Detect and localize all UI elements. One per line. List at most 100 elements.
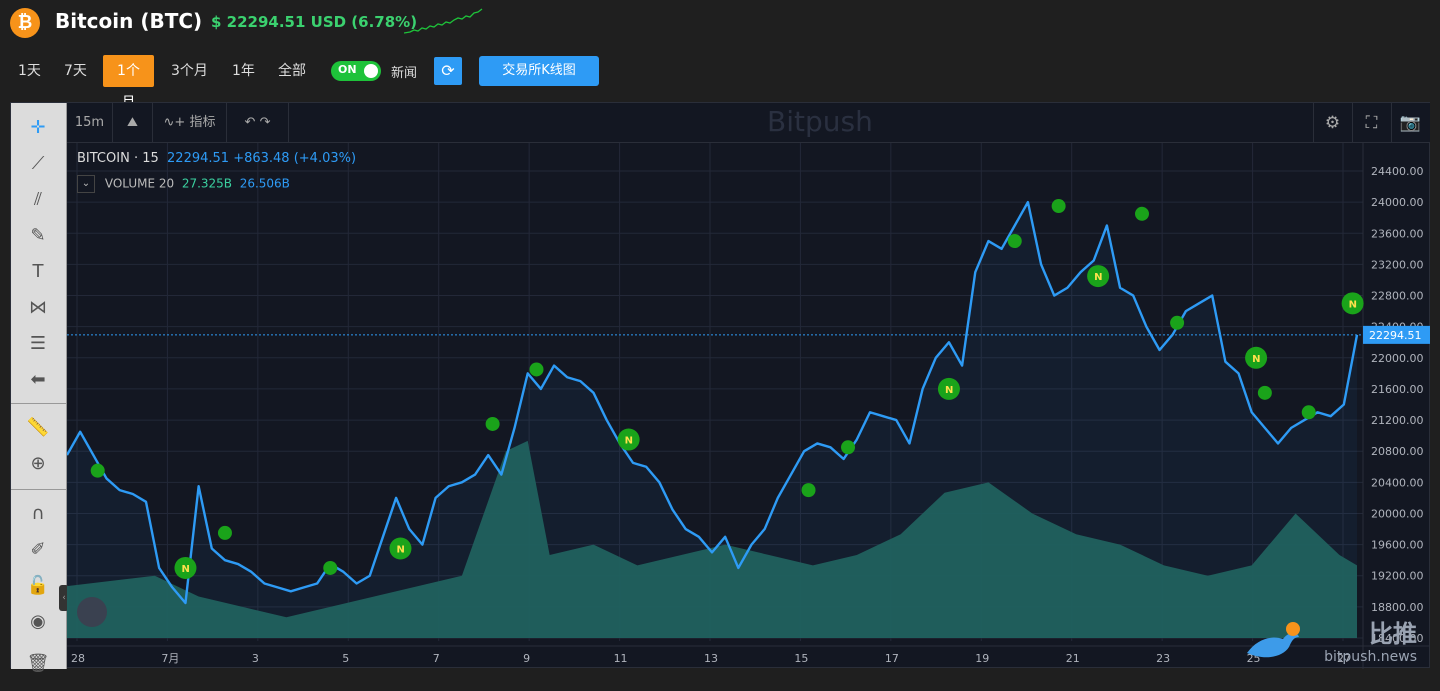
- news-marker: [1341, 292, 1364, 315]
- news-marker: [801, 483, 816, 498]
- refresh-icon: ⟳: [441, 61, 455, 80]
- x-tick-label: 9: [523, 652, 530, 665]
- chart-top-toolbar: 15m ⛰ ∿+ 指标 ↶ ↷ Bitpush ⚙ ⛶ 📷: [67, 103, 1430, 143]
- y-tick-label: 19200.00: [1371, 570, 1424, 583]
- news-marker: [1135, 206, 1149, 221]
- price-area-fill: [67, 202, 1357, 638]
- x-tick-label: 5: [342, 652, 349, 665]
- coin-header: ₿ Bitcoin (BTC) $ 22294.51 USD (6.78%): [0, 0, 1440, 46]
- x-tick-label: 7: [433, 652, 440, 665]
- pattern-icon[interactable]: ⋈: [29, 297, 47, 318]
- brand-mark: 比推 bitpush.news: [1324, 614, 1417, 665]
- x-tick-label: 13: [704, 652, 718, 665]
- news-marker: [217, 525, 232, 540]
- y-tick-label: 24000.00: [1371, 196, 1424, 209]
- y-tick-label: 20400.00: [1371, 476, 1424, 489]
- zoom-in-icon[interactable]: ⊕: [30, 453, 46, 474]
- x-tick-label: 19: [975, 652, 989, 665]
- magnet-icon[interactable]: ∩: [31, 503, 45, 524]
- parallel-channel-icon[interactable]: ⫽: [33, 189, 43, 210]
- undo-redo-group[interactable]: ↶ ↷: [227, 103, 289, 143]
- range-1y-button[interactable]: 1年: [232, 63, 255, 79]
- range-bar: 1天 7天 1个月 3个月 1年 全部 ON 新闻 ⟳ 交易所K线图: [0, 52, 1440, 111]
- news-marker: [1170, 315, 1185, 330]
- brand-en: bitpush.news: [1324, 649, 1417, 665]
- y-tick-label: 20000.00: [1371, 507, 1424, 520]
- news-marker-label: N: [181, 564, 189, 575]
- volume-area: [67, 440, 1357, 638]
- exchange-kline-button[interactable]: 交易所K线图: [479, 56, 599, 86]
- tool-divider: [11, 489, 67, 490]
- toggle-knob: [364, 64, 378, 78]
- x-tick-label: 15: [794, 652, 808, 665]
- collapse-toolbar-button[interactable]: ‹: [59, 585, 69, 611]
- chart-widget: ✛ ⟋ ⫽ ✎ T ⋈ ☰ ⬅ 📏 ⊕ ∩ ✐ 🔓 ◉ 🗑 ‹ 15m ⛰ ∿+…: [10, 102, 1430, 674]
- arrow-left-icon[interactable]: ⬅: [30, 369, 46, 390]
- tool-divider: [11, 403, 67, 404]
- x-tick-label: 28: [71, 652, 85, 665]
- news-marker: [617, 428, 640, 451]
- tradingview-logo-icon[interactable]: [77, 597, 107, 627]
- eye-icon[interactable]: ◉: [30, 611, 46, 632]
- bitcoin-logo-icon: ₿: [10, 8, 40, 38]
- fib-icon[interactable]: ☰: [29, 333, 47, 354]
- chart-type-icon[interactable]: ⛰: [113, 103, 153, 143]
- bitpush-watermark: Bitpush: [767, 105, 873, 138]
- fullscreen-icon[interactable]: ⛶: [1352, 103, 1390, 143]
- news-toggle[interactable]: ON: [331, 61, 381, 81]
- redo-icon[interactable]: ↷: [259, 115, 271, 130]
- news-marker: [1051, 199, 1066, 214]
- legend-price: 22294.51: [167, 151, 230, 166]
- indicators-label: 指标: [189, 115, 216, 130]
- range-7d-button[interactable]: 7天: [64, 63, 87, 79]
- news-marker-label: N: [625, 436, 633, 447]
- price-line: [67, 200, 1359, 605]
- brush-icon[interactable]: ✎: [30, 225, 46, 246]
- x-tick-label: 21: [1066, 652, 1080, 665]
- news-marker: [1301, 405, 1316, 420]
- news-marker-label: N: [945, 385, 953, 396]
- trash-icon[interactable]: 🗑: [26, 653, 50, 674]
- news-marker: [937, 377, 960, 400]
- price-chart[interactable]: 24400.00 24000.00 23600.00 23200.00 22800.00…: [67, 143, 1430, 669]
- toggle-state-label: ON: [338, 63, 357, 76]
- volume-value-a: 27.325B: [181, 176, 233, 191]
- y-tick-label: 20800.00: [1371, 445, 1424, 458]
- range-3m-button[interactable]: 3个月: [171, 63, 208, 79]
- settings-gear-icon[interactable]: ⚙: [1313, 103, 1351, 143]
- refresh-button[interactable]: ⟳: [434, 57, 462, 85]
- news-marker: [841, 440, 856, 455]
- collapse-legend-icon[interactable]: ⌄: [77, 175, 95, 193]
- text-tool-icon[interactable]: T: [32, 261, 44, 282]
- x-tick-label: 3: [252, 652, 259, 665]
- news-marker: [529, 362, 544, 377]
- news-marker-label: N: [396, 544, 404, 555]
- price-sparkline: [404, 8, 483, 34]
- news-label: 新闻: [391, 66, 418, 81]
- price-legend: BITCOIN · 15 22294.51 +863.48 (+4.03%): [77, 151, 357, 166]
- range-1d-button[interactable]: 1天: [18, 63, 41, 79]
- lock-icon[interactable]: 🔓: [26, 575, 50, 596]
- range-all-button[interactable]: 全部: [278, 63, 306, 79]
- x-tick-label: 11: [614, 652, 628, 665]
- y-tick-label: 22000.00: [1371, 352, 1424, 365]
- interval-button[interactable]: 15m: [67, 103, 113, 143]
- trend-line-icon[interactable]: ⟋: [31, 153, 45, 174]
- camera-icon[interactable]: 📷: [1391, 103, 1429, 143]
- ruler-icon[interactable]: 📏: [26, 417, 50, 438]
- range-1m-button[interactable]: 1个月: [103, 55, 154, 111]
- y-tick-label: 21200.00: [1371, 414, 1424, 427]
- y-tick-label: 22800.00: [1371, 290, 1424, 303]
- price-summary: $ 22294.51 USD (6.78%): [211, 13, 418, 31]
- last-price-badge: [1363, 325, 1430, 344]
- y-tick-label: 18400.00: [1371, 632, 1424, 645]
- news-marker: [1007, 234, 1022, 249]
- lock-drawing-icon[interactable]: ✐: [30, 539, 46, 560]
- indicators-button[interactable]: ∿+ 指标: [153, 103, 227, 143]
- crosshair-icon[interactable]: ✛: [30, 117, 46, 138]
- undo-icon[interactable]: ↶: [244, 115, 256, 130]
- x-tick-label: 17: [885, 652, 899, 665]
- news-marker: [1087, 265, 1110, 288]
- news-marker: [90, 463, 105, 478]
- y-tick-label: 23200.00: [1371, 258, 1424, 271]
